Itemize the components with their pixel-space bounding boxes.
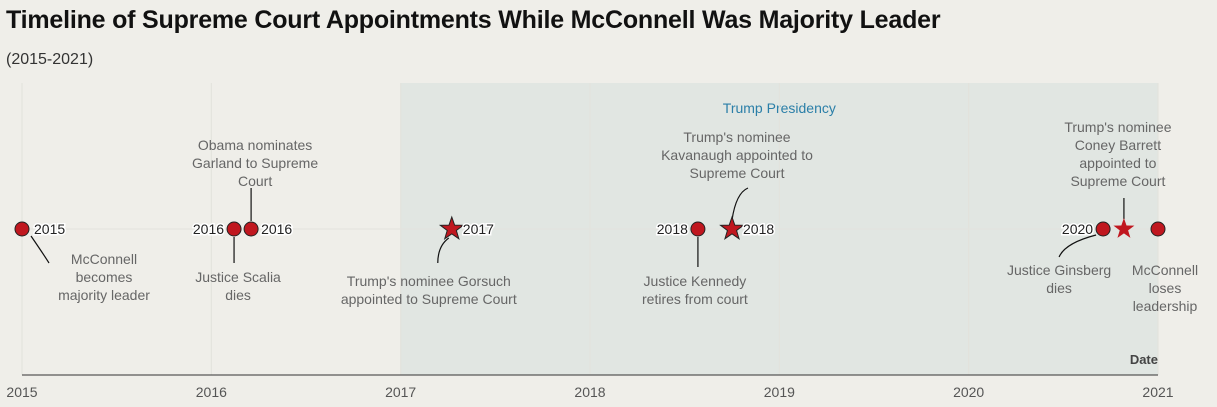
event-annotation: McConnell becomes majority leader (58, 251, 150, 303)
point-year-label: 2020 (1062, 221, 1093, 237)
x-tick-label: 2015 (6, 384, 37, 400)
event-circle-marker (226, 221, 242, 237)
event-annotation: Trump's nominee Coney Barrett appointed to… (1064, 119, 1171, 189)
point-year-label: 2018 (743, 221, 774, 237)
x-tick-label: 2016 (196, 384, 227, 400)
x-tick-label: 2021 (1142, 384, 1173, 400)
event-star-marker (438, 215, 465, 240)
point-year-label: 2016 (261, 221, 292, 237)
x-tick-label: 2019 (764, 384, 795, 400)
point-year-label: 2016 (193, 221, 224, 237)
event-star-marker (1113, 218, 1135, 238)
event-annotation: Justice Scalia dies (195, 269, 281, 303)
event-annotation: Trump's nominee Gorsuch appointed to Supr… (341, 273, 517, 307)
event-annotation: Justice Kennedy retires from court (642, 273, 748, 307)
event-annotation: McConnell loses leadership (1132, 262, 1198, 314)
event-circle-marker (1150, 221, 1166, 237)
point-year-label: 2015 (34, 221, 65, 237)
annotation-connector (30, 235, 50, 264)
x-tick-label: 2020 (953, 384, 984, 400)
point-year-label: 2017 (463, 221, 494, 237)
event-circle-marker (14, 221, 30, 237)
event-annotation: Trump's nominee Kavanaugh appointed to Sup… (661, 129, 813, 181)
event-annotation: Obama nominates Garland to Supreme Court (192, 137, 318, 189)
x-tick-label: 2018 (574, 384, 605, 400)
event-circle-marker (690, 221, 706, 237)
annotation-connector (1058, 234, 1097, 258)
event-annotation: Justice Ginsberg dies (1007, 262, 1111, 296)
event-star-marker (719, 215, 745, 240)
chart-subtitle: (2015-2021) (6, 51, 94, 68)
event-circle-marker (1095, 221, 1111, 237)
x-axis-label: Date (1130, 352, 1158, 367)
annotation-connector (731, 187, 749, 221)
annotation-connector (437, 237, 450, 264)
x-tick-label: 2017 (385, 384, 416, 400)
event-circle-marker (243, 221, 259, 237)
point-year-label: 2018 (657, 221, 688, 237)
chart-title: Timeline of Supreme Court Appointments W… (6, 6, 941, 34)
